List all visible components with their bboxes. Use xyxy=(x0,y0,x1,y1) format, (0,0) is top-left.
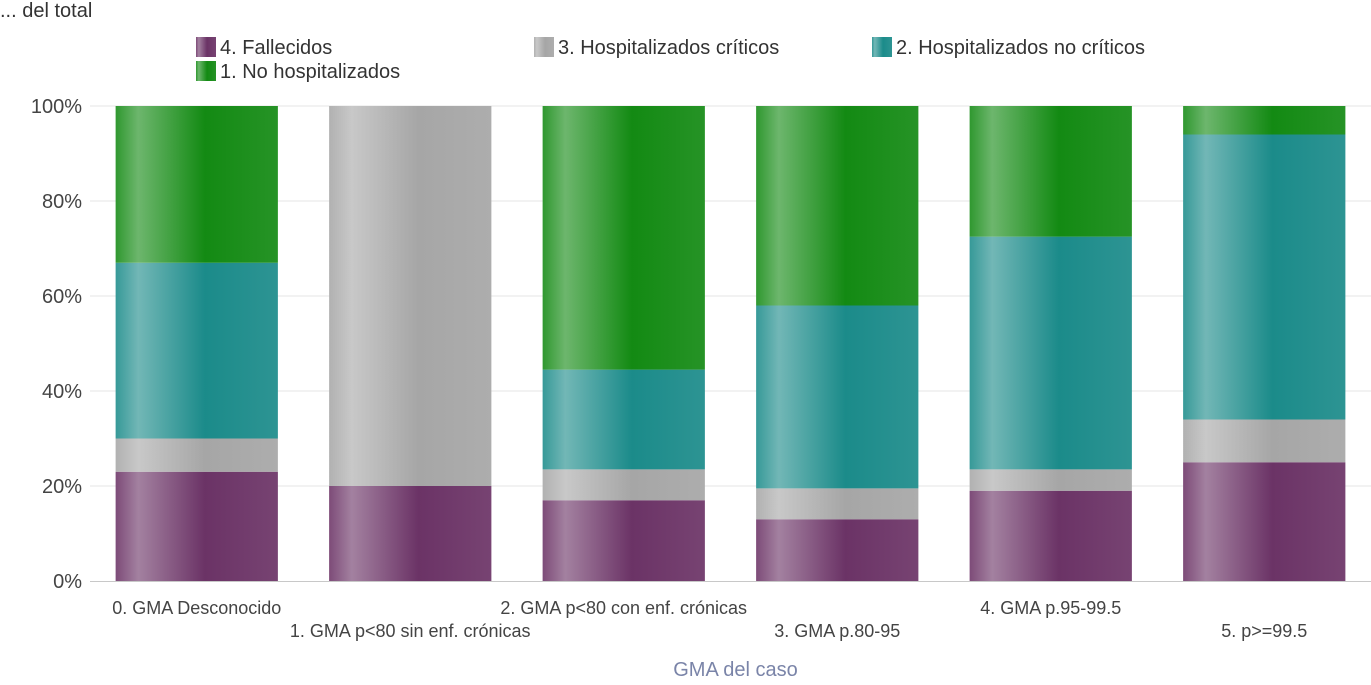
bar-segment[interactable] xyxy=(756,488,919,520)
bar-segment[interactable] xyxy=(969,490,1132,581)
bar-segment[interactable] xyxy=(1183,419,1346,463)
y-tick-label: 20% xyxy=(42,476,82,498)
y-tick-label: 100% xyxy=(31,96,82,118)
bar-segment[interactable] xyxy=(542,106,705,370)
legend-swatch xyxy=(872,37,892,57)
x-tick-label: 4. GMA p.95-99.5 xyxy=(980,598,1121,618)
bar-segment[interactable] xyxy=(542,500,705,581)
bar-segment[interactable] xyxy=(1183,134,1346,420)
bar-segment[interactable] xyxy=(756,106,919,306)
bar-segment[interactable] xyxy=(969,236,1132,470)
bar-segment[interactable] xyxy=(542,469,705,501)
gridlines xyxy=(90,105,1371,487)
x-tick-label: 5. p>=99.5 xyxy=(1221,621,1307,641)
legend-label: 3. Hospitalizados críticos xyxy=(558,37,779,59)
legend-item[interactable]: 2. Hospitalizados no críticos xyxy=(872,37,1145,59)
bar-segment[interactable] xyxy=(756,305,919,489)
legend-label: 2. Hospitalizados no críticos xyxy=(896,37,1145,59)
legend-item[interactable]: 4. Fallecidos xyxy=(196,37,332,59)
y-tick-label: 0% xyxy=(53,571,82,593)
bar-segment[interactable] xyxy=(756,519,919,581)
y-tick-label: 40% xyxy=(42,381,82,403)
bar-segment[interactable] xyxy=(115,106,278,263)
y-tick-label: 80% xyxy=(42,191,82,213)
bar-segment[interactable] xyxy=(115,438,278,472)
bar-segment[interactable] xyxy=(1183,462,1346,581)
y-axis-ticks: 0% 20% 40% 60% 80% 100% xyxy=(31,96,82,593)
bar-segment[interactable] xyxy=(329,486,492,581)
bar-segment[interactable] xyxy=(1183,106,1346,135)
x-axis-ticks: 0. GMA Desconocido 1. GMA p<80 sin enf. c… xyxy=(112,598,1307,641)
chart-title: ... del total xyxy=(0,0,93,22)
bar-segment[interactable] xyxy=(329,106,492,486)
legend-swatch xyxy=(534,37,554,57)
bar-segment[interactable] xyxy=(115,471,278,581)
bars xyxy=(115,106,1346,581)
legend: 4. Fallecidos 3. Hospitalizados críticos 2… xyxy=(196,37,1145,83)
bar-segment[interactable] xyxy=(969,106,1132,237)
x-axis-title: GMA del caso xyxy=(673,659,798,681)
legend-label: 4. Fallecidos xyxy=(220,37,332,59)
x-tick-label: 2. GMA p<80 con enf. crónicas xyxy=(500,598,747,618)
legend-item[interactable]: 1. No hospitalizados xyxy=(196,61,400,83)
legend-swatch xyxy=(196,61,216,81)
bar-segment[interactable] xyxy=(969,469,1132,491)
bar-segment[interactable] xyxy=(115,262,278,439)
y-tick-label: 60% xyxy=(42,286,82,308)
legend-label: 1. No hospitalizados xyxy=(220,61,400,83)
bar-segment[interactable] xyxy=(542,369,705,470)
legend-item[interactable]: 3. Hospitalizados críticos xyxy=(534,37,779,59)
x-tick-label: 3. GMA p.80-95 xyxy=(774,621,900,641)
x-tick-label: 1. GMA p<80 sin enf. crónicas xyxy=(290,621,531,641)
x-tick-label: 0. GMA Desconocido xyxy=(112,598,281,618)
legend-swatch xyxy=(196,37,216,57)
